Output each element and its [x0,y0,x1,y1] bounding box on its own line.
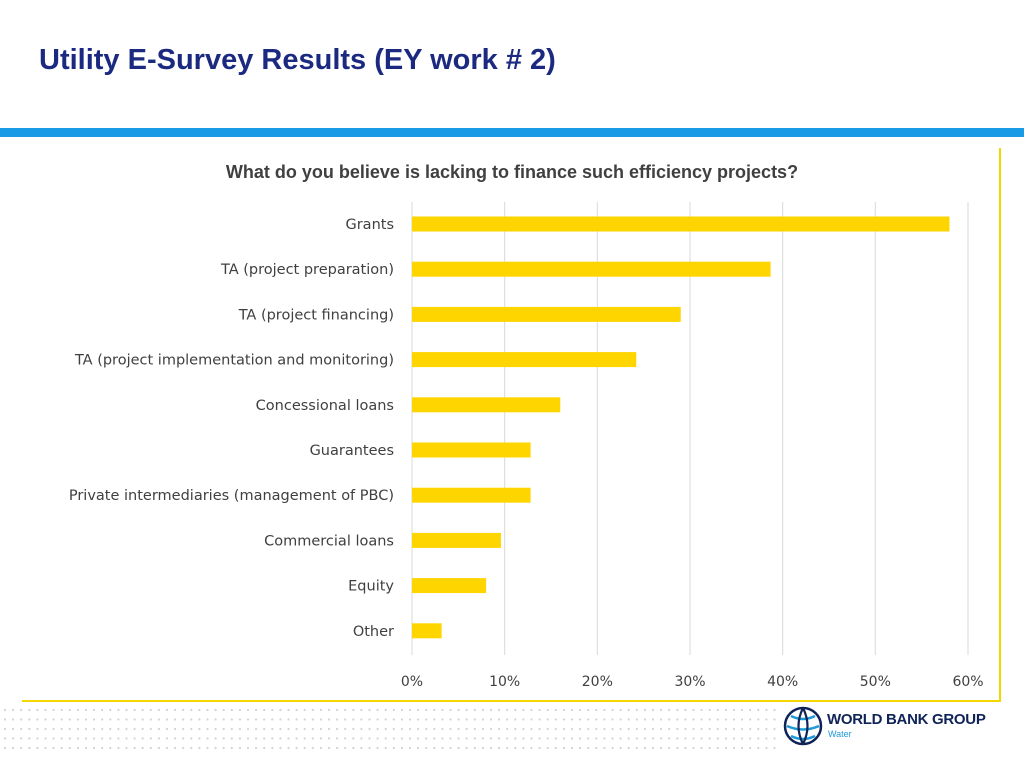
category-label: Equity [348,579,394,595]
x-tick-label: 10% [489,674,520,690]
bar [412,623,442,639]
accent-rule [0,128,1024,137]
panel-border-right [999,148,1001,702]
category-label: Concessional loans [256,398,394,414]
x-tick-label: 50% [860,674,891,690]
x-tick-labels: 0% 10% 20% 30% 40% 50% 60% [401,674,984,690]
x-tick-label: 30% [674,674,705,690]
bar [412,442,531,458]
bar [412,261,771,277]
bar [412,352,637,368]
bar [412,216,950,232]
bar [412,487,531,503]
category-label: TA (project preparation) [220,262,394,278]
category-label: Grants [345,217,394,233]
bar [412,532,501,548]
slide-title: Utility E-Survey Results (EY work # 2) [39,44,556,76]
bar [412,397,561,413]
globe-icon [783,706,823,746]
x-tick-label: 20% [582,674,613,690]
world-bank-group-logo: WORLD BANK GROUP Water [782,704,1007,748]
category-labels: Grants TA (project preparation) TA (projec… [69,217,395,640]
bar [412,578,487,594]
logo-wordmark: WORLD BANK GROUP [827,711,986,728]
bar [412,306,681,322]
x-tick-label: 60% [952,674,983,690]
category-label: TA (project financing) [238,307,394,323]
chart-title: What do you believe is lacking to financ… [226,162,798,182]
x-tick-label: 0% [401,674,423,690]
bars [412,216,950,639]
decorative-dot-pattern [3,708,776,750]
logo-subtitle: Water [828,729,852,739]
category-label: TA (project implementation and monitorin… [74,353,394,369]
panel-border-bottom [22,700,1001,702]
x-tick-label: 40% [767,674,798,690]
category-label: Commercial loans [264,533,394,549]
bar-chart: What do you believe is lacking to financ… [69,162,984,690]
category-label: Guarantees [310,443,394,459]
category-label: Other [353,624,394,640]
category-label: Private intermediaries (management of PB… [69,488,394,504]
